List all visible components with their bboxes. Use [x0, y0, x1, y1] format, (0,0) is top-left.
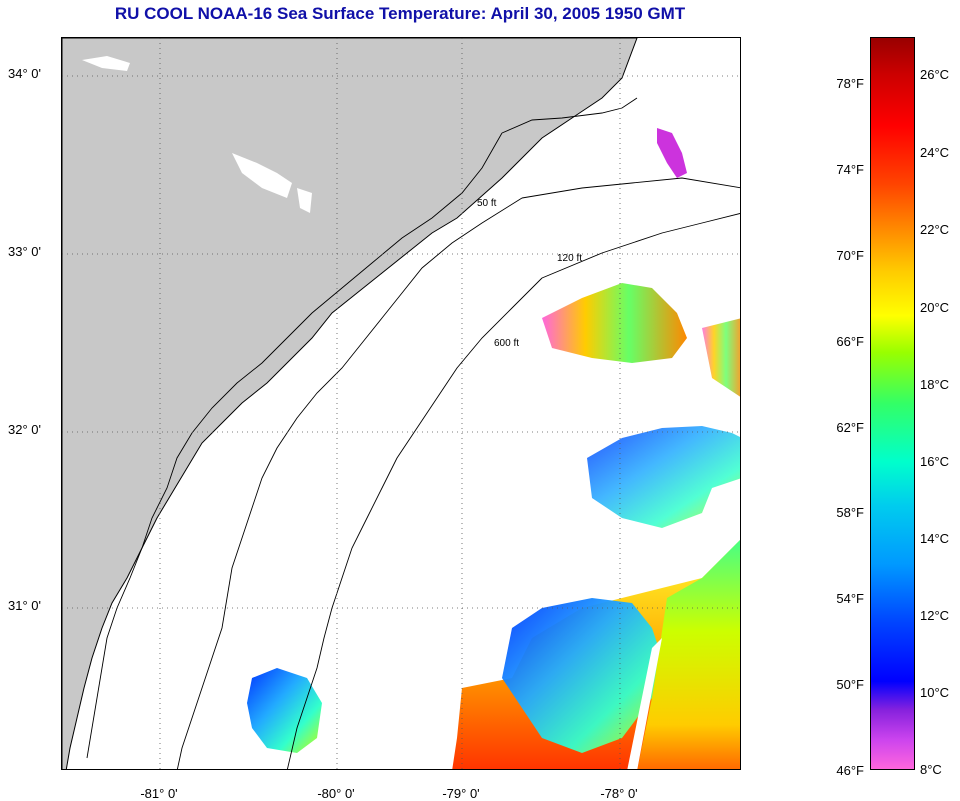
map-title: RU COOL NOAA-16 Sea Surface Temperature:… [114, 4, 686, 23]
sst-patch-east [702, 318, 740, 397]
lake-shape [82, 56, 130, 71]
cloud-gap [627, 638, 662, 769]
sst-cool-region [502, 598, 662, 753]
land-area [62, 38, 638, 769]
colorbar-f-label: 62°F [836, 420, 864, 435]
lat-label: 32° 0' [8, 422, 41, 437]
lat-label: 31° 0' [8, 598, 41, 613]
contour-label-600ft: 600 ft [494, 338, 520, 349]
contour-label-50ft: 50 ft [477, 198, 497, 209]
colorbar-f-label: 74°F [836, 162, 864, 177]
colorbar-f-label: 70°F [836, 248, 864, 263]
colorbar-c-label: 14°C [920, 531, 950, 546]
lon-label: -79° 0' [442, 786, 480, 801]
colorbar-f-label: 58°F [836, 505, 864, 520]
colorbar-f-label: 78°F [836, 76, 864, 91]
colorbar-c-label: 12°C [920, 608, 950, 623]
colorbar-c-label: 22°C [920, 222, 950, 237]
grid-lines [62, 38, 740, 769]
sst-map-canvas [62, 38, 740, 769]
sst-blob-magenta [657, 128, 687, 178]
colorbar-c-label: 20°C [920, 300, 950, 315]
lon-label: -80° 0' [317, 786, 355, 801]
sst-blob-southwest [247, 668, 322, 753]
colorbar-c-label: 24°C [920, 145, 950, 160]
lon-label: -78° 0' [600, 786, 638, 801]
contour-600ft [287, 213, 740, 769]
lake-shape [232, 153, 292, 198]
lon-label: -81° 0' [140, 786, 178, 801]
colorbar-c-label: 26°C [920, 67, 950, 82]
colorbar-c-label: 16°C [920, 454, 950, 469]
colorbar-f-label: 66°F [836, 334, 864, 349]
sst-east-strip [637, 540, 740, 769]
lake-shape [297, 188, 312, 213]
contour-label-120ft: 120 ft [557, 253, 583, 264]
colorbar-c-label: 8°C [920, 762, 942, 777]
lat-label: 33° 0' [8, 244, 41, 259]
sst-patch-mid [587, 426, 740, 528]
colorbar-c-label: 10°C [920, 685, 950, 700]
sst-patch-north [542, 283, 687, 363]
colorbar-f-label: 50°F [836, 677, 864, 692]
lat-label: 34° 0' [8, 66, 41, 81]
sst-map[interactable]: 50 ft 120 ft 600 ft [61, 37, 741, 770]
colorbar-f-label: 46°F [836, 763, 864, 778]
contour-120ft [176, 177, 740, 769]
colorbar-c-label: 18°C [920, 377, 950, 392]
temperature-colorbar [870, 37, 915, 770]
contour-50ft [86, 97, 638, 759]
colorbar-f-label: 54°F [836, 591, 864, 606]
